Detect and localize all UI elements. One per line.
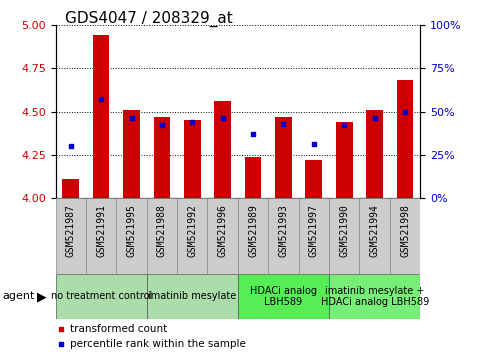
Bar <box>298 198 329 274</box>
Point <box>128 116 135 121</box>
Bar <box>184 120 200 198</box>
Text: GSM521994: GSM521994 <box>369 204 380 257</box>
Bar <box>56 274 147 319</box>
Point <box>57 326 65 331</box>
Bar <box>329 198 359 274</box>
Text: imatinib mesylate +
HDACi analog LBH589: imatinib mesylate + HDACi analog LBH589 <box>321 286 429 307</box>
Point <box>97 97 105 102</box>
Text: GSM521990: GSM521990 <box>339 204 349 257</box>
Bar <box>154 117 170 198</box>
Bar <box>147 198 177 274</box>
Bar <box>397 80 413 198</box>
Text: GSM521997: GSM521997 <box>309 204 319 257</box>
Bar <box>366 110 383 198</box>
Bar <box>214 101 231 198</box>
Text: agent: agent <box>2 291 35 302</box>
Text: no treatment control: no treatment control <box>51 291 152 302</box>
Point <box>371 116 379 121</box>
Text: GSM521993: GSM521993 <box>279 204 288 257</box>
Text: GSM521988: GSM521988 <box>157 204 167 257</box>
Point <box>249 131 257 137</box>
Text: GSM521991: GSM521991 <box>96 204 106 257</box>
Point <box>310 142 318 147</box>
Bar <box>93 35 110 198</box>
Bar <box>238 274 329 319</box>
Text: percentile rank within the sample: percentile rank within the sample <box>70 339 246 349</box>
Bar <box>56 198 86 274</box>
Point <box>188 119 196 125</box>
Bar <box>275 117 292 198</box>
Point <box>67 143 74 149</box>
Point <box>219 116 227 121</box>
Bar <box>62 179 79 198</box>
Point <box>280 121 287 126</box>
Text: HDACi analog
LBH589: HDACi analog LBH589 <box>250 286 317 307</box>
Text: GSM521996: GSM521996 <box>218 204 227 257</box>
Bar <box>245 156 261 198</box>
Text: GSM521998: GSM521998 <box>400 204 410 257</box>
Text: GSM521995: GSM521995 <box>127 204 137 257</box>
Bar <box>268 198 298 274</box>
Bar <box>390 198 420 274</box>
Text: GSM521992: GSM521992 <box>187 204 197 257</box>
Bar <box>86 198 116 274</box>
Bar <box>336 122 353 198</box>
Point <box>341 122 348 128</box>
Text: GSM521987: GSM521987 <box>66 204 76 257</box>
Bar <box>359 198 390 274</box>
Bar <box>208 198 238 274</box>
Bar <box>123 110 140 198</box>
Point <box>57 341 65 347</box>
Bar <box>329 274 420 319</box>
Point <box>401 109 409 114</box>
Bar <box>238 198 268 274</box>
Text: transformed count: transformed count <box>70 324 168 333</box>
Bar <box>147 274 238 319</box>
Bar <box>116 198 147 274</box>
Text: GSM521989: GSM521989 <box>248 204 258 257</box>
Bar <box>305 160 322 198</box>
Text: imatinib mesylate: imatinib mesylate <box>148 291 236 302</box>
Text: GDS4047 / 208329_at: GDS4047 / 208329_at <box>65 11 233 27</box>
Bar <box>177 198 208 274</box>
Text: ▶: ▶ <box>37 290 47 303</box>
Point <box>158 122 166 128</box>
